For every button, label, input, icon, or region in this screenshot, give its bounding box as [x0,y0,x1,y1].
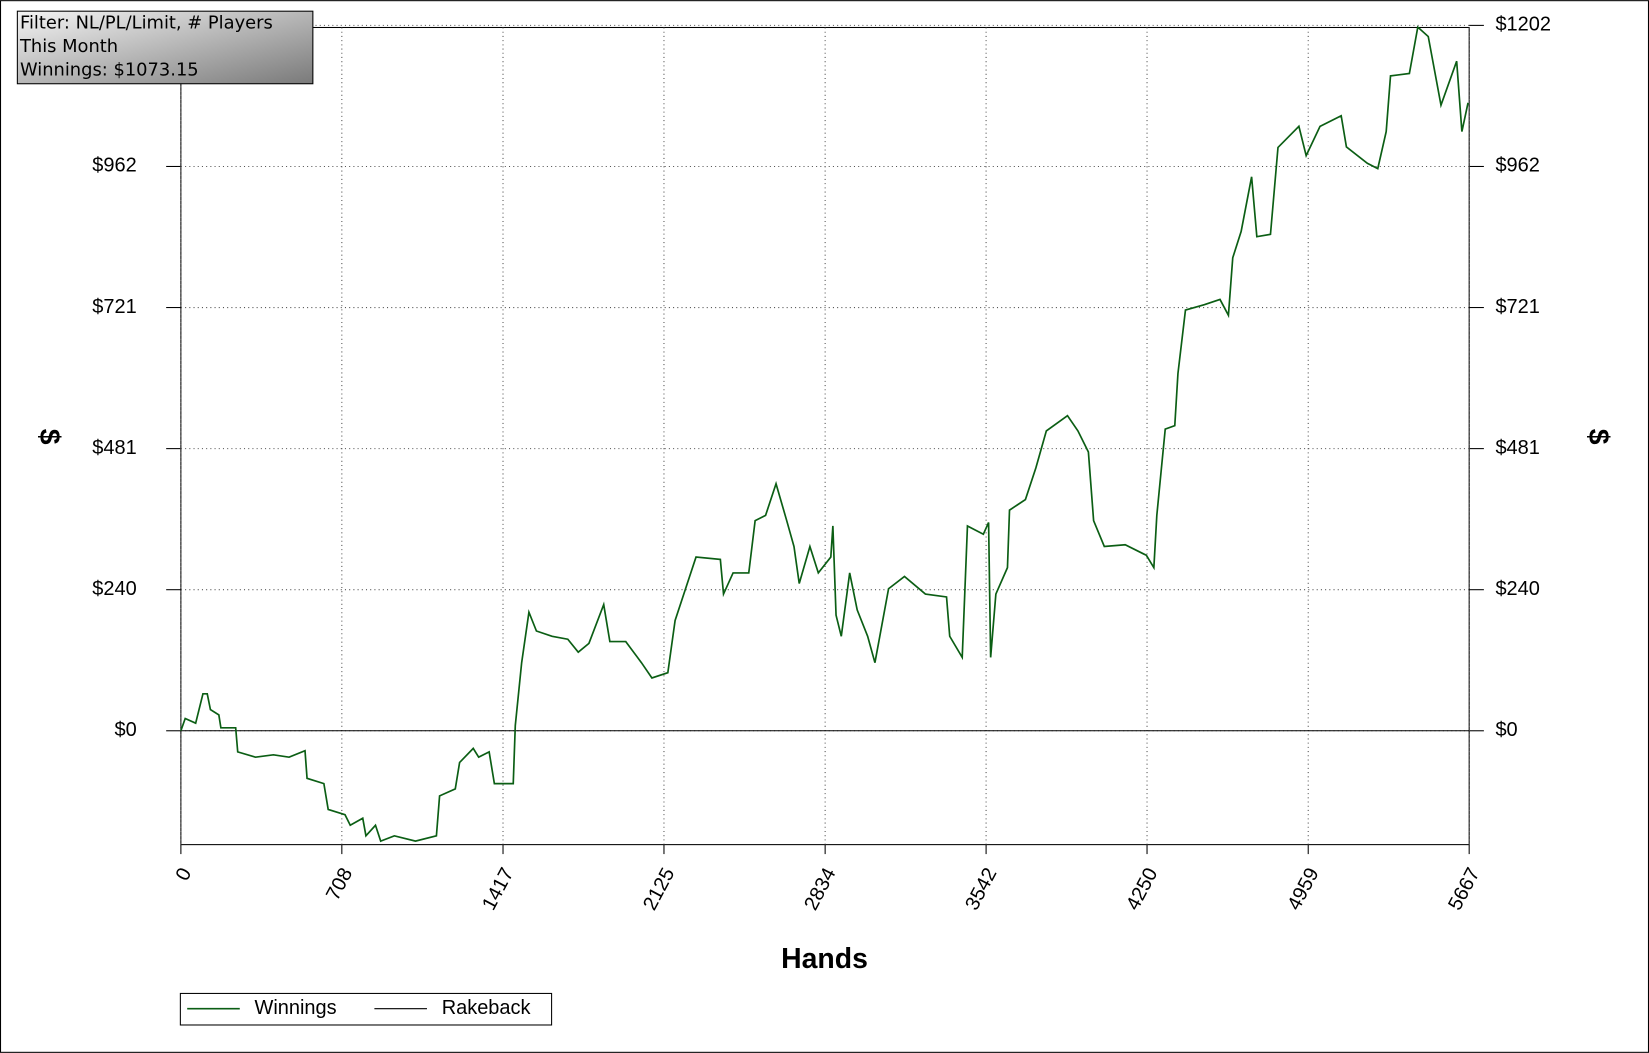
y-tick-label: $240 [92,578,136,600]
y2-tick-label: $240 [1495,578,1539,600]
info-line: Winnings: $1073.15 [20,60,199,81]
series-line [180,25,1469,843]
y-tick-label: $0 [114,719,136,741]
legend-label: Rakeback [442,997,532,1019]
info-line: This Month [19,36,118,57]
y2-tick-label: $1202 [1495,14,1551,36]
y-tick-label: $481 [92,437,136,459]
x-axis-title: Hands [781,943,868,975]
y2-tick-label: $0 [1495,719,1517,741]
y-axis-title: $ [33,429,65,445]
y2-tick-label: $962 [1495,155,1539,177]
y-tick-label: $962 [92,155,136,177]
y2-axis-title: $ [1582,429,1614,445]
y-tick-label: $721 [92,296,136,318]
legend-label: Winnings [255,997,337,1019]
legend: Winnings Rakeback [179,992,553,1026]
info-box: Filter: NL/PL/Limit, # Players This Month… [16,10,314,85]
y2-tick-label: $721 [1495,296,1539,318]
info-background [16,10,314,85]
y2-tick-label: $481 [1495,437,1539,459]
legend-box [179,992,553,1026]
info-line: Filter: NL/PL/Limit, # Players [20,12,273,33]
